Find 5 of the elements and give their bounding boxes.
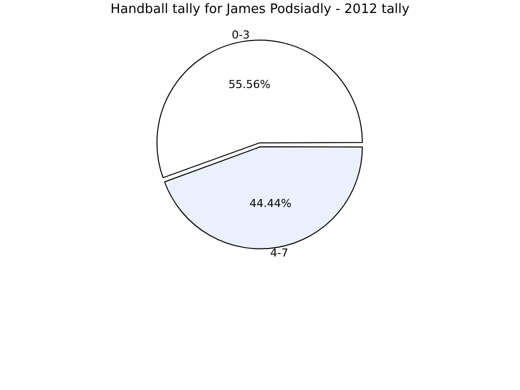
chart-title: Handball tally for James Podsiadly - 2012 tally	[110, 2, 410, 18]
slice-label: 4-7	[270, 246, 288, 260]
data-label: 55.56%	[228, 78, 270, 92]
data-label: 44.44%	[250, 197, 292, 210]
slice-label: 0-3	[232, 28, 250, 42]
